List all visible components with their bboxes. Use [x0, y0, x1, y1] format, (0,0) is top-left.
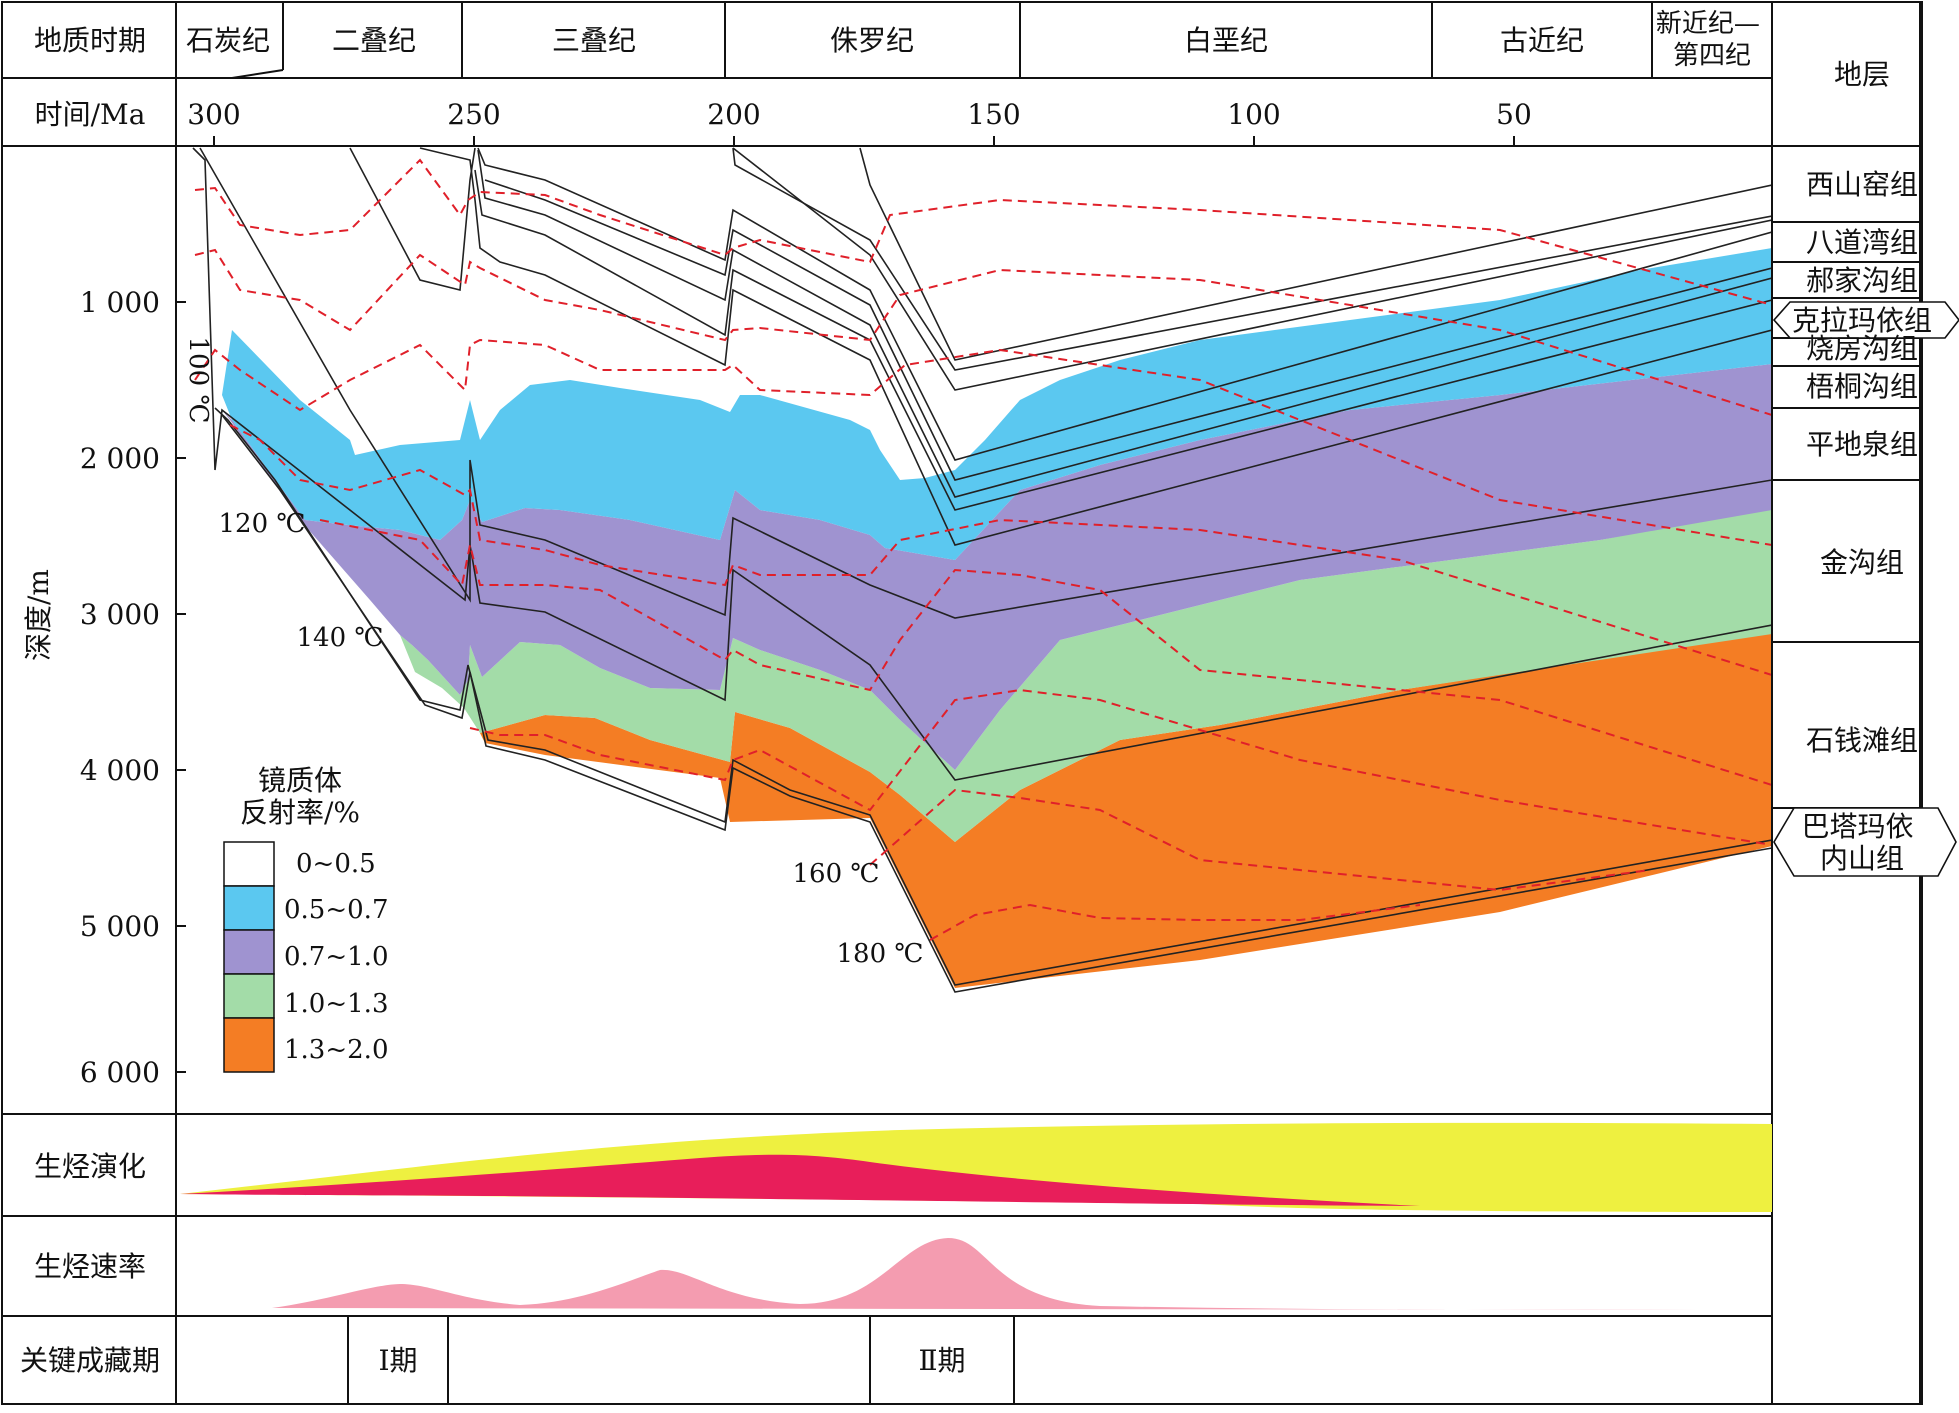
isotherm-line — [869, 788, 1651, 892]
time-ticks — [213, 136, 1515, 146]
isotherm-line — [929, 903, 1421, 941]
legend-item-label: 0.5~0.7 — [284, 895, 388, 925]
burial-curve-2 — [199, 147, 1772, 619]
time-tick-label: 100 — [1227, 98, 1280, 131]
isotherm-label-140: 140 ℃ — [297, 623, 384, 653]
evolution-red-wedge — [180, 1154, 1420, 1206]
isotherm-line — [469, 688, 1772, 846]
legend-item-label: 0.7~1.0 — [284, 942, 388, 972]
burial-curve-5 — [474, 169, 1772, 511]
legend-swatch — [223, 973, 275, 1019]
isotherm-label-180: 180 ℃ — [837, 939, 924, 969]
strata-batamayineishan: 巴塔玛依 内山组 — [1802, 810, 1923, 875]
critical-row-label: 关键成藏期 — [20, 1344, 160, 1377]
rate-row-label: 生烃速率 — [34, 1250, 146, 1283]
depth-tick-label: 3 000 — [80, 598, 160, 631]
depth-tick-label: 5 000 — [80, 910, 160, 943]
depth-ticks — [176, 301, 186, 1073]
burial-curve-8 — [477, 147, 1772, 461]
strata-column-header: 地层 — [1834, 58, 1890, 91]
burial-curve-11 — [859, 147, 1772, 361]
isotherm-label-100: 100 ℃ — [183, 337, 213, 424]
zone-ro-1.3-2.0 — [480, 632, 1772, 988]
legend-swatch — [223, 1017, 275, 1073]
time-row-label: 时间/Ma — [35, 98, 146, 131]
burial-curve-10 — [732, 147, 1772, 371]
depth-tick-label: 4 000 — [80, 754, 160, 787]
strata-haojiagou: 郝家沟组 — [1806, 264, 1918, 297]
zone-ro-0.5-0.7 — [222, 248, 1772, 560]
legend: 镜质体 反射率/% 0~0.5 0.5~0.7 0.7~1.0 1.0~1.3 … — [223, 764, 388, 1073]
burial-curve-3 — [349, 147, 476, 292]
strata-badaowan: 八道湾组 — [1806, 226, 1918, 259]
period-triassic: 三叠纪 — [552, 24, 636, 57]
burial-curves — [192, 147, 1772, 993]
period-row-label: 地质时期 — [34, 24, 146, 57]
evolution-row-label: 生烃演化 — [34, 1150, 146, 1183]
zone-ro-1.0-1.3 — [400, 507, 1772, 842]
critical-phase-1: Ⅰ期 — [378, 1344, 417, 1377]
isotherm-line — [194, 158, 1772, 306]
depth-tick-label: 1 000 — [80, 286, 160, 319]
isotherm-line — [194, 248, 1772, 416]
legend-swatch — [223, 885, 275, 931]
depth-axis-label: 深度/m — [22, 569, 55, 661]
burial-curve-4 — [419, 147, 1772, 546]
zone-ro-0.7-1.0 — [222, 364, 1772, 770]
time-tick-label: 300 — [187, 98, 240, 131]
depth-tick-label: 6 000 — [80, 1056, 160, 1089]
vitrinite-zones — [215, 248, 1772, 988]
strata-pingdiquan: 平地泉组 — [1806, 428, 1918, 461]
strata-xishanyao: 西山窑组 — [1806, 168, 1918, 201]
strata-badge-batamayi — [1773, 807, 1957, 877]
isotherm-line — [229, 424, 1772, 676]
time-tick-label: 50 — [1496, 98, 1532, 131]
strata-shiqiantan: 石钱滩组 — [1806, 724, 1918, 757]
depth-tick-label: 2 000 — [80, 442, 160, 475]
isotherm-lines — [194, 158, 1772, 941]
legend-swatch — [223, 929, 275, 975]
legend-title-2: 反射率/% — [240, 796, 360, 829]
burial-curve-base-2 — [221, 414, 1772, 993]
period-cretaceous: 白垩纪 — [1184, 24, 1268, 57]
time-tick-label: 200 — [707, 98, 760, 131]
strata-shaofanggou: 烧房沟组 — [1806, 332, 1918, 365]
isotherm-line — [319, 519, 1772, 786]
legend-title: 镜质体 — [258, 764, 342, 797]
period-permian: 二叠纪 — [332, 24, 416, 57]
isotherm-label-160: 160 ℃ — [793, 859, 880, 889]
critical-phase-2: Ⅱ期 — [918, 1344, 965, 1377]
legend-item-label: 0~0.5 — [296, 849, 376, 879]
legend-item-label: 1.3~2.0 — [284, 1035, 388, 1065]
burial-curve-7 — [484, 179, 1772, 481]
burial-curve-6 — [477, 149, 1772, 498]
strata-wutonggou: 梧桐沟组 — [1806, 370, 1918, 403]
period-carboniferous: 石炭纪 — [186, 24, 270, 57]
generation-rate-curve — [272, 1238, 1700, 1310]
strata-karamay: 克拉玛依组 — [1792, 304, 1932, 337]
time-tick-label: 150 — [967, 98, 1020, 131]
period-paleogene: 古近纪 — [1500, 24, 1584, 57]
time-tick-label: 250 — [447, 98, 500, 131]
legend-swatch — [223, 841, 275, 887]
isotherm-line — [194, 338, 1772, 546]
zone-ro-0-0.5 — [215, 360, 222, 405]
isotherm-label-120: 120 ℃ — [219, 509, 306, 539]
period-jurassic: 侏罗纪 — [830, 24, 914, 57]
burial-curve-base — [214, 407, 1772, 986]
strata-jingou: 金沟组 — [1820, 546, 1904, 579]
burial-curve-1 — [192, 147, 1772, 781]
period-neogene-quaternary: 新近纪— 第四纪 — [1656, 9, 1768, 71]
strata-badge-karamay — [1772, 301, 1959, 339]
legend-item-label: 1.0~1.3 — [284, 989, 388, 1019]
